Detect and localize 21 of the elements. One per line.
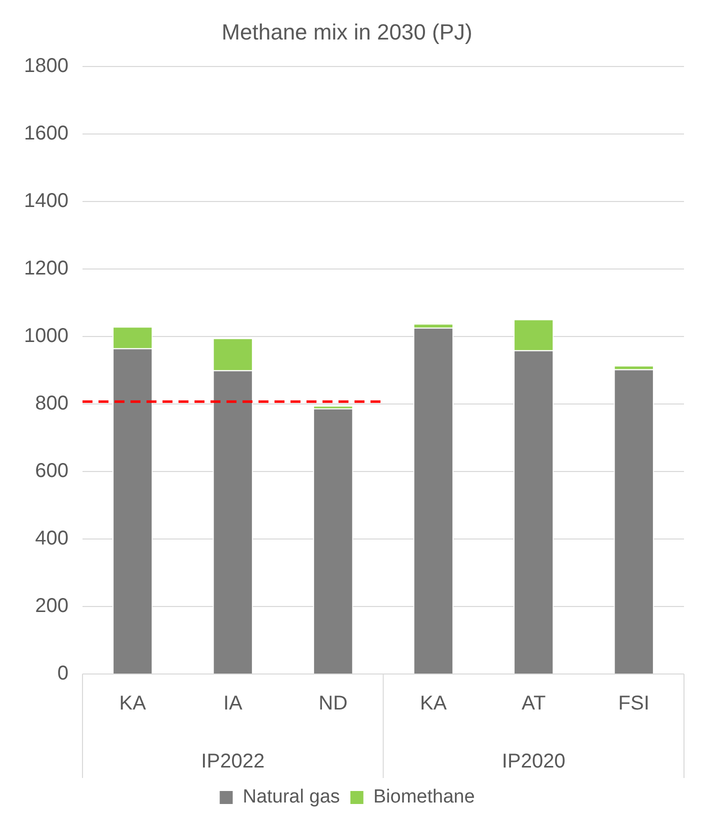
x-tick-label: FSI	[618, 692, 650, 715]
y-tick-label: 200	[35, 595, 68, 618]
legend-label: Biomethane	[373, 786, 475, 808]
text: IP2020	[502, 750, 566, 773]
legend-label: Natural gas	[242, 786, 340, 808]
y-tick-label: 0	[57, 662, 68, 685]
y-tick-label: 1400	[24, 190, 68, 212]
text: IP2022	[201, 750, 265, 773]
x-tick-label: IA	[223, 692, 243, 715]
x-tick-label: KA	[119, 692, 147, 715]
x-tick-label: AT	[522, 692, 546, 715]
y-tick-label: 1000	[24, 324, 68, 347]
chart-title: Methane mix in 2030 (PJ)	[222, 19, 472, 44]
y-tick-label: 1200	[24, 257, 68, 280]
y-tick-label: 600	[35, 460, 68, 482]
y-tick-label: 1600	[24, 122, 68, 144]
y-tick-label: 400	[35, 527, 68, 550]
y-tick-label: 800	[35, 392, 68, 414]
y-tick-label: 1800	[24, 54, 68, 77]
x-tick-label: KA	[420, 692, 448, 715]
x-tick-label: ND	[318, 692, 348, 715]
